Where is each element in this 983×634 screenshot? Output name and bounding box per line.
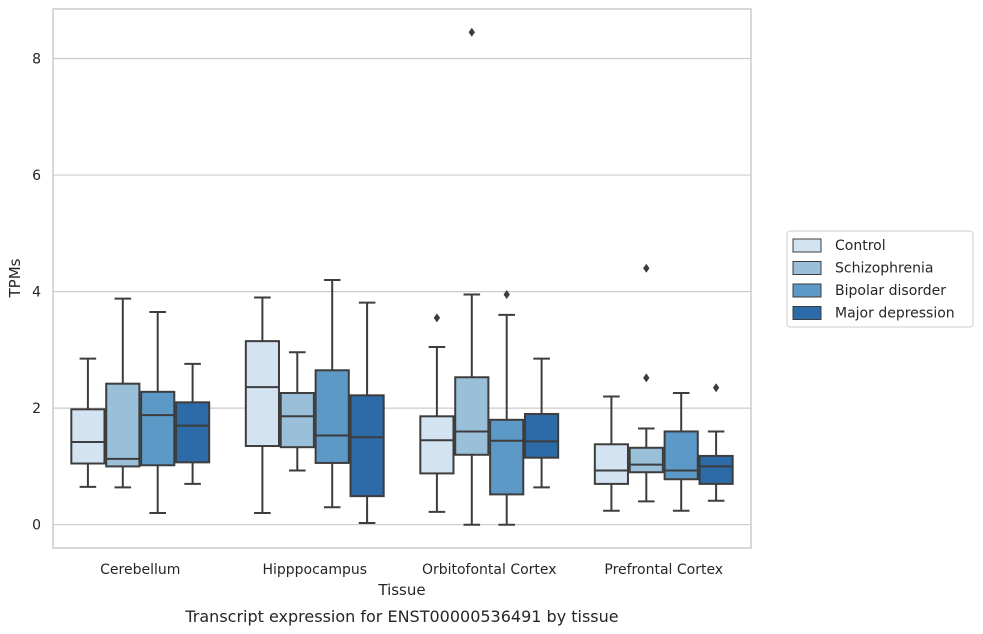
x-tick-labels: Cerebellum Hipppocampus Orbitofontal Corte… xyxy=(100,562,723,578)
x-axis-label: Tissue xyxy=(377,581,425,599)
legend-frame xyxy=(786,230,974,328)
x-tick-label: Hipppocampus xyxy=(262,562,367,578)
outlier-point xyxy=(433,313,441,323)
box-iqr xyxy=(419,415,455,475)
box-iqr xyxy=(70,408,106,465)
legend-swatch xyxy=(792,261,822,275)
legend-label: Bipolar disorder xyxy=(835,283,946,299)
outlier-point xyxy=(468,27,475,37)
box-1-2 xyxy=(314,278,350,509)
box-0-2 xyxy=(140,311,176,515)
box-1-0 xyxy=(244,296,280,515)
outlier-point xyxy=(503,290,510,300)
box-3-1 xyxy=(628,263,664,503)
box-iqr xyxy=(628,446,664,474)
box-1-1 xyxy=(279,351,315,472)
box-0-1 xyxy=(105,297,141,489)
x-tick-label: Orbitofontal Cortex xyxy=(422,562,557,578)
y-tick-label: 8 xyxy=(32,52,41,68)
y-tick-label: 4 xyxy=(32,285,41,301)
outlier-point xyxy=(643,373,650,383)
y-tick-label: 6 xyxy=(32,168,41,184)
box-iqr xyxy=(593,443,629,485)
box-groups xyxy=(70,27,734,526)
box-iqr xyxy=(140,390,176,467)
legend-swatch xyxy=(792,238,822,253)
plot-frame xyxy=(52,8,752,549)
legend-swatch xyxy=(792,283,822,298)
box-2-3 xyxy=(524,357,560,489)
y-tick-label: 0 xyxy=(32,518,41,534)
box-iqr xyxy=(105,382,141,468)
x-tick-label: Prefrontal Cortex xyxy=(604,562,723,578)
y-tick-label: 2 xyxy=(32,401,41,417)
box-3-0 xyxy=(593,395,629,512)
box-3-2 xyxy=(663,392,699,512)
y-tick-labels: 0 2 4 6 8 xyxy=(32,52,41,534)
chart-title: Transcript expression for ENST0000053649… xyxy=(184,607,618,626)
box-iqr xyxy=(349,394,385,498)
box-2-2 xyxy=(489,290,525,526)
box-1-3 xyxy=(349,301,385,524)
box-iqr xyxy=(175,401,211,464)
x-tick-label: Cerebellum xyxy=(100,562,180,578)
box-iqr xyxy=(244,340,280,448)
box-iqr xyxy=(698,454,734,485)
box-iqr xyxy=(489,418,525,496)
outlier-point xyxy=(643,263,650,273)
box-iqr xyxy=(279,392,315,449)
legend-label: Schizophrenia xyxy=(835,261,933,277)
box-iqr xyxy=(314,369,350,464)
y-axis-label: TPMs xyxy=(6,258,24,298)
outlier-point xyxy=(712,383,720,393)
legend-label: Major depression xyxy=(835,306,955,322)
box-iqr xyxy=(663,430,699,481)
legend: Control Schizophrenia Bipolar disorder Majo… xyxy=(786,230,974,328)
box-iqr xyxy=(524,412,560,459)
box-0-0 xyxy=(70,357,106,488)
box-iqr xyxy=(454,376,490,456)
box-2-0 xyxy=(419,313,455,513)
box-0-3 xyxy=(175,362,211,485)
legend-label: Control xyxy=(835,238,886,254)
box-2-1 xyxy=(454,27,490,526)
box-3-3 xyxy=(698,383,734,502)
legend-swatch xyxy=(792,306,822,320)
